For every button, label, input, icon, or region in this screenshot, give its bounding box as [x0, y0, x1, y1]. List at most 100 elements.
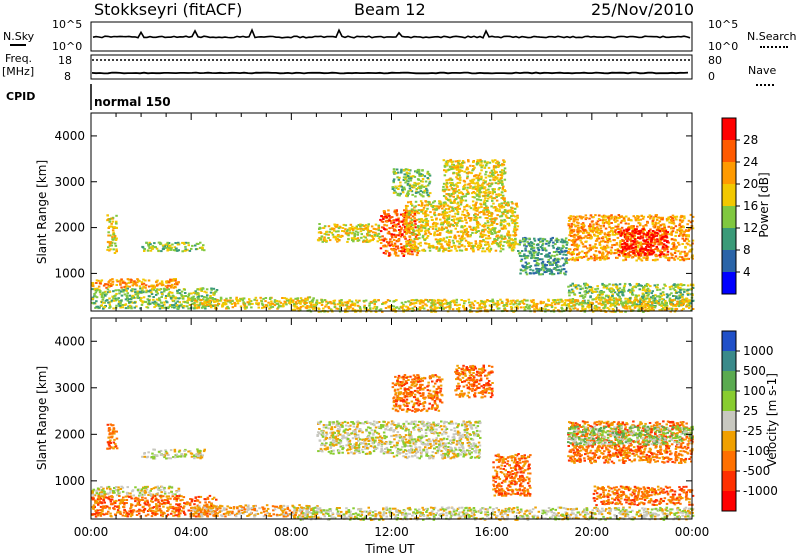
- scatter-cell: [407, 184, 410, 187]
- scatter-cell: [582, 236, 586, 239]
- scatter-cell: [131, 281, 135, 284]
- scatter-cell: [536, 268, 539, 271]
- scatter-cell: [689, 250, 692, 253]
- scatter-cell: [611, 231, 615, 234]
- scatter-cell: [548, 240, 551, 243]
- scatter-cell: [461, 164, 464, 167]
- scatter-cell: [497, 166, 500, 168]
- scatter-cell: [454, 236, 457, 238]
- scatter-cell: [421, 180, 424, 183]
- scatter-cell: [594, 214, 597, 217]
- scatter-cell: [410, 232, 414, 235]
- scatter-cell: [467, 217, 471, 219]
- scatter-cell: [418, 237, 421, 240]
- scatter-cell: [441, 227, 444, 230]
- scatter-cell: [337, 230, 340, 233]
- scatter-cell: [603, 258, 606, 261]
- scatter-cell: [92, 285, 95, 288]
- scatter-cell: [581, 243, 585, 246]
- scatter-cell: [599, 240, 603, 243]
- scatter-cell: [420, 203, 424, 206]
- scatter-cell: [443, 169, 446, 172]
- scatter-cell: [448, 210, 452, 213]
- scatter-cell: [402, 213, 405, 216]
- scatter-cell: [612, 227, 615, 229]
- scatter-cell: [407, 224, 410, 227]
- scatter-cell: [409, 238, 413, 241]
- scatter-cell: [110, 222, 113, 225]
- scatter-cell: [199, 301, 202, 304]
- scatter-cell: [542, 269, 546, 272]
- scatter-cell: [177, 241, 180, 244]
- scatter-cell: [162, 247, 165, 250]
- scatter-cell: [99, 282, 102, 285]
- scatter-cell: [514, 222, 517, 225]
- scatter-cell: [680, 221, 684, 223]
- scatter-cell: [645, 292, 648, 294]
- scatter-cell: [403, 169, 406, 171]
- scatter-cell: [486, 206, 489, 209]
- scatter-cell: [674, 247, 677, 250]
- scatter-cell: [418, 227, 421, 230]
- scatter-cell: [352, 240, 355, 243]
- scatter-cell: [285, 303, 288, 306]
- scatter-cell: [682, 226, 685, 229]
- scatter-cell: [383, 228, 386, 230]
- scatter-cell: [490, 197, 494, 200]
- scatter-cell: [442, 201, 446, 204]
- scatter-cell: [397, 234, 400, 237]
- scatter-cell: [681, 258, 685, 261]
- scatter-cell: [448, 239, 451, 241]
- scatter-cell: [601, 252, 605, 255]
- scatter-cell: [410, 221, 413, 224]
- scatter-cell: [651, 223, 655, 226]
- scatter-cell: [667, 241, 670, 244]
- scatter-cell: [451, 207, 454, 210]
- scatter-cell: [685, 234, 688, 236]
- scatter-cell: [475, 209, 479, 212]
- scatter-cell: [566, 241, 569, 244]
- scatter-cell: [676, 283, 680, 286]
- scatter-cell: [387, 213, 390, 216]
- scatter-cell: [659, 234, 662, 237]
- scatter-cell: [400, 170, 403, 173]
- scatter-cell: [501, 194, 505, 197]
- scatter-cell: [595, 238, 599, 241]
- scatter-cell: [485, 237, 488, 240]
- scatter-cell: [286, 299, 289, 302]
- scatter-cell: [212, 299, 215, 302]
- scatter-cell: [596, 285, 599, 288]
- scatter-cell: [178, 301, 181, 304]
- scatter-cell: [142, 296, 146, 299]
- scatter-cell: [479, 240, 482, 242]
- scatter-cell: [437, 240, 440, 243]
- scatter-cell: [632, 226, 635, 229]
- scatter-cell: [602, 257, 606, 260]
- scatter-cell: [124, 285, 128, 288]
- scatter-cell: [650, 233, 653, 236]
- scatter-cell: [122, 289, 126, 292]
- scatter-cell: [483, 166, 486, 169]
- scatter-cell: [516, 214, 519, 217]
- scatter-cell: [283, 297, 287, 300]
- scatter-cell: [579, 215, 583, 218]
- scatter-cell: [584, 245, 587, 248]
- scatter-cell: [336, 238, 339, 240]
- scatter-cell: [388, 219, 391, 222]
- scatter-cell: [196, 291, 199, 294]
- scatter-cell: [588, 244, 592, 247]
- scatter-cell: [604, 240, 607, 243]
- scatter-cell: [112, 233, 116, 236]
- scatter-cell: [201, 247, 204, 250]
- scatter-cell: [644, 289, 647, 292]
- scatter-cell: [507, 244, 510, 247]
- scatter-cell: [631, 239, 634, 242]
- scatter-cell: [394, 225, 398, 228]
- scatter-cell: [348, 227, 351, 230]
- scatter-cell: [631, 235, 634, 238]
- scatter-cell: [650, 251, 653, 254]
- scatter-cell: [197, 304, 200, 307]
- scatter-cell: [484, 164, 488, 167]
- scatter-cell: [176, 300, 179, 303]
- scatter-cell: [683, 288, 686, 291]
